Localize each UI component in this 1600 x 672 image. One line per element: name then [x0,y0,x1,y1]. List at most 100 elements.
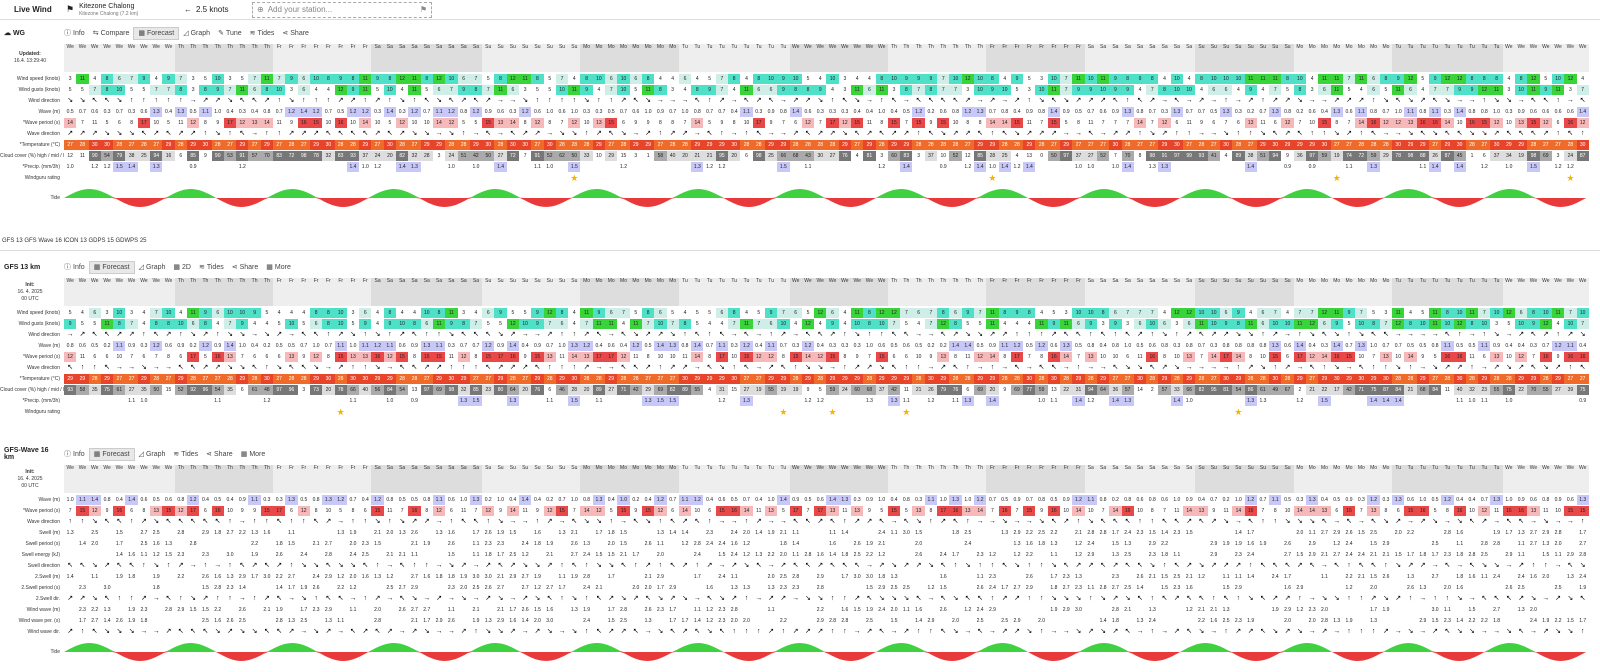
cell: 83 [900,150,913,161]
date-cell: Sa [383,44,397,72]
cell: 30 [1379,373,1393,384]
cell: 89 [592,384,606,395]
cell: 1 [1465,150,1479,161]
tab-graph[interactable]: ◿ Graph [135,261,170,274]
cell: 1.5 [620,540,627,547]
cell: ↑ [68,517,72,525]
cell: 72 [1355,150,1368,161]
cell: 17 [715,351,729,362]
cell: 1.2 [374,163,382,170]
cell: ↖ [325,594,332,602]
cell: ↑ [1236,129,1241,137]
cell: → [853,627,861,635]
date-cell: Sa [1109,278,1122,306]
cell: 8 [838,351,851,362]
cell: ↖ [866,594,873,602]
add-station-field[interactable]: ⊕ Add your station... ⚑ [252,1,432,18]
cell: ↖ [165,517,172,525]
cell: 1.9 [546,540,554,547]
cell: ↑ [117,594,122,602]
cell: ↖ [485,330,492,338]
tab-more[interactable]: ▦ More [237,448,270,461]
cell: → [1566,96,1574,104]
cell: 7 [1146,84,1159,95]
cell: 15 [826,351,839,362]
cell [802,583,814,593]
cell: 29 [494,373,507,384]
cell: ↖ [1198,330,1205,338]
tab-tune[interactable]: ✎ Tune [214,27,246,40]
cell: 11 [1072,73,1085,84]
data-row: *Precip. (mm/3h) 1.1 1.0 1.1 1.2 1.1 1.0 0.9 1.3… [0,395,1600,406]
cell: 79 [113,150,126,161]
cell: 55 [691,384,704,395]
date-cell: Mo [592,44,606,72]
tab-compare[interactable]: ⇆ Compare [89,27,134,40]
cell: 9 [1195,117,1208,128]
date-cell: Fr [1010,278,1024,306]
tab-2d[interactable]: ▦ 2D [169,261,195,274]
tab-forecast[interactable]: ▦ Forecast [133,26,180,40]
cell: ↖ [190,517,197,525]
cell: ↑ [547,96,552,104]
tab-info[interactable]: ⓘ Info [60,261,89,274]
cell [593,407,605,417]
cell: 1.2 [706,163,714,170]
date-cell: Su [555,465,569,493]
cell: ↖ [1395,96,1402,104]
date-cell: Su [531,44,544,72]
cell [937,616,949,626]
model-list[interactable]: GFS 13 GFS Wave 16 ICON 13 GDPS 15 GDWPS… [2,238,147,244]
cell: ↘ [116,627,123,635]
cell [900,550,912,560]
cell: ↑ [658,129,663,137]
tab-graph[interactable]: ◿ Graph [179,27,214,40]
tab-info[interactable]: ⓘ Info [60,27,89,40]
cell: 2.8 [1111,606,1119,613]
cell: 27 [752,373,765,384]
cell: 8 [162,318,175,329]
cell [580,407,592,417]
cell: 0.4 [201,496,209,503]
date-cell: Mo [1379,278,1393,306]
cell: 9 [1109,318,1122,329]
cell: 1.2 [743,551,750,558]
tab-tides[interactable]: ≋ Tides [195,261,228,274]
cell: 22 [1515,384,1528,395]
tab-tides[interactable]: ≋ Tides [169,448,202,461]
cell: 90 [211,150,224,161]
date-cell: Sa [1133,465,1147,493]
cell: 27 [1133,139,1147,150]
cell: 8 [346,505,360,516]
cell [199,539,211,549]
cell: 1.0 [1075,163,1082,170]
cell [876,396,888,406]
cell: ↘ [632,330,639,338]
cell: 2.0 [1554,540,1562,547]
cell [1515,407,1527,417]
cell: ↘ [1407,129,1414,137]
cell: 9 [998,384,1011,395]
cell [125,528,137,538]
cell [1269,528,1281,538]
cell: 7 [248,73,261,84]
cell: ↘ [1038,517,1045,525]
tab-graph[interactable]: ◿ Graph [135,448,170,461]
cell: 1.5 [201,606,209,613]
cell: 4 [396,307,409,318]
tab-info[interactable]: ⓘ Info [60,448,89,461]
cell: 2.0 [374,606,382,613]
cell: ↗ [1014,96,1020,104]
tab-share[interactable]: ⋖ Share [278,27,313,40]
station-selector[interactable]: ⚑ Kitezone Chalong Kitezone Chalong (7.2… [66,3,176,17]
tab-more[interactable]: ▦ More [262,261,295,274]
cell: 1.3 [730,584,738,591]
date-cell: Fr [986,278,999,306]
tab-forecast[interactable]: ▦ Forecast [88,260,135,274]
cell: ↗ [583,330,590,338]
cell: 73 [309,384,323,395]
tab-share[interactable]: ⋖ Share [228,261,263,274]
tab-forecast[interactable]: ▦ Forecast [88,447,135,461]
tab-share[interactable]: ⋖ Share [202,448,237,461]
tab-tides[interactable]: ≋ Tides [246,27,279,40]
